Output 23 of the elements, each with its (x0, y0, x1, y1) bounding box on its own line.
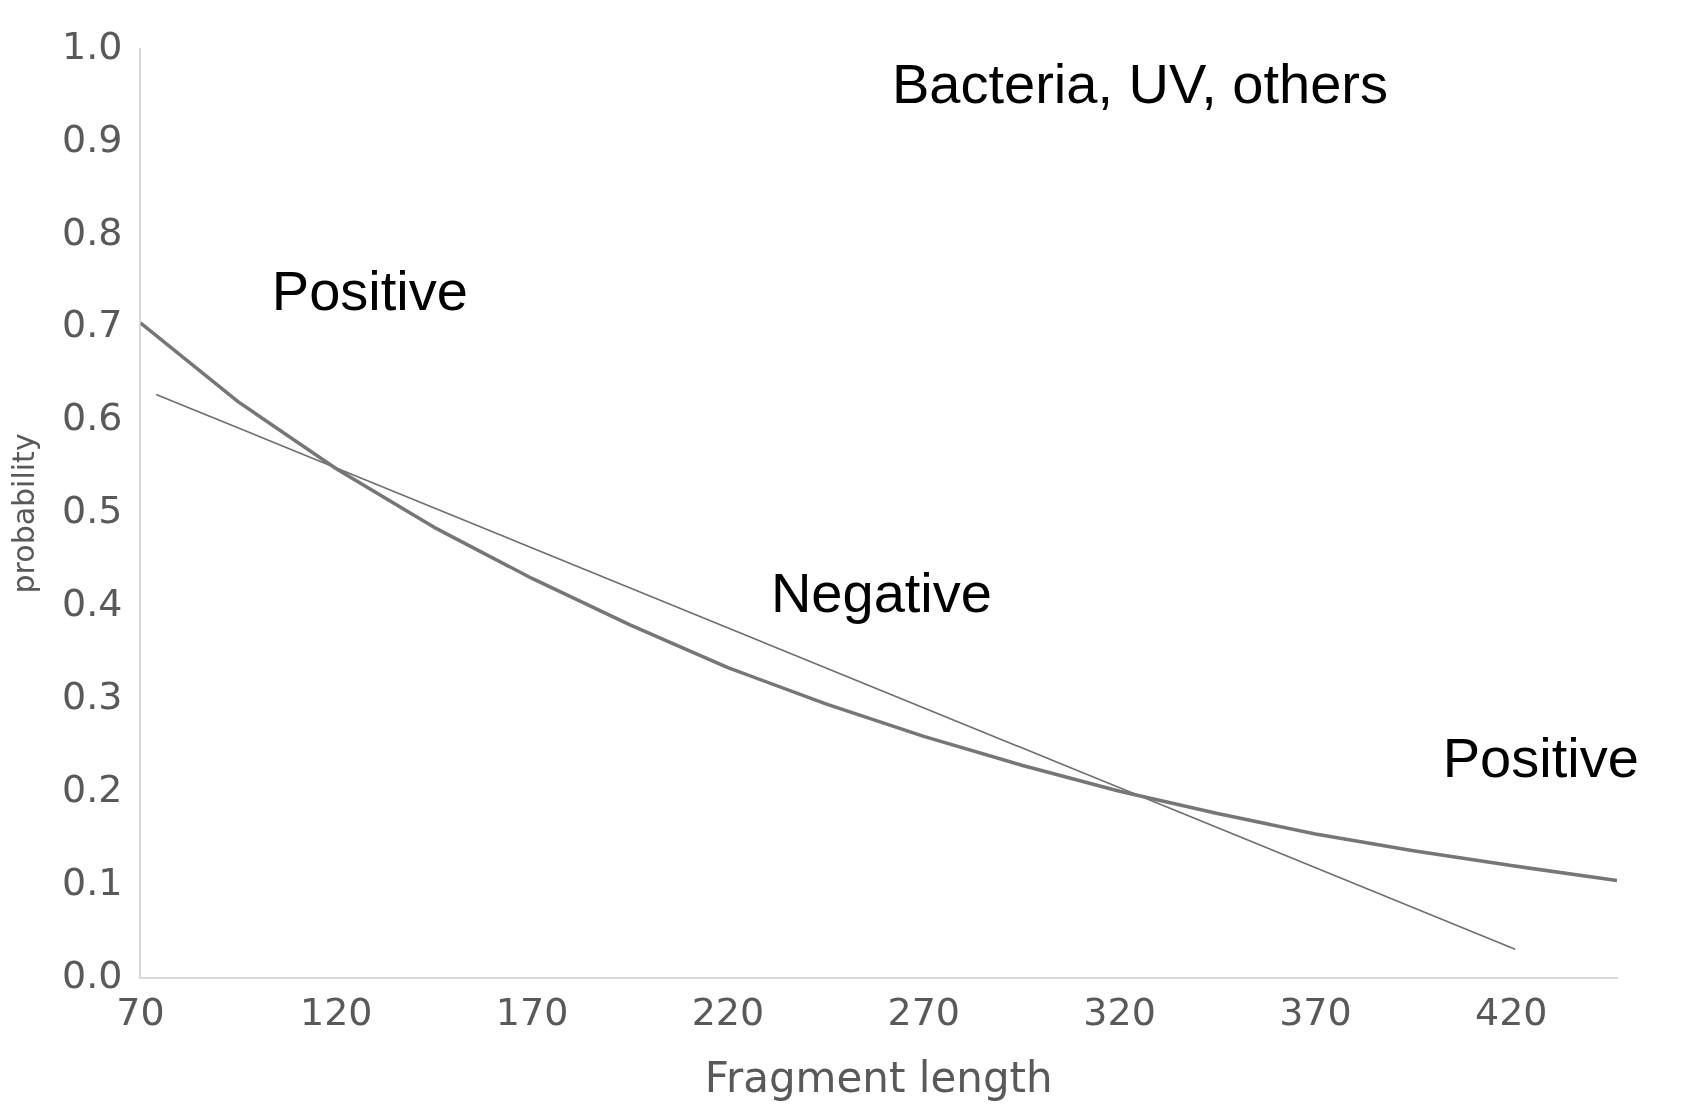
x-tick-label: 120 (300, 989, 373, 1034)
annotation: Positive (1442, 725, 1639, 789)
y-tick-label: 0.6 (62, 395, 123, 440)
chart-title: Bacteria, UV, others (892, 52, 1388, 116)
y-tick-label: 0.2 (62, 767, 123, 812)
annotation: Positive (271, 259, 468, 323)
y-tick-label: 0.3 (62, 674, 123, 719)
annotation: Negative (770, 560, 992, 624)
y-tick-label: 1.0 (62, 23, 123, 68)
y-tick-label: 0.1 (62, 859, 123, 904)
y-tick-label: 0.9 (62, 116, 123, 161)
y-tick-label: 0.8 (62, 209, 123, 254)
y-tick-label: 0.7 (62, 302, 123, 347)
x-tick-label: 320 (1083, 989, 1156, 1034)
y-axis-title: probability (5, 433, 41, 594)
x-tick-label: 370 (1279, 989, 1352, 1034)
y-tick-label: 0.4 (62, 581, 123, 626)
x-tick-label: 420 (1474, 989, 1548, 1034)
y-tick-label: 0.5 (62, 488, 123, 533)
x-tick-label: 220 (691, 989, 765, 1034)
x-axis-title: Fragment length (704, 1052, 1053, 1102)
x-tick-label: 170 (495, 989, 569, 1034)
x-tick-label: 270 (887, 989, 961, 1034)
